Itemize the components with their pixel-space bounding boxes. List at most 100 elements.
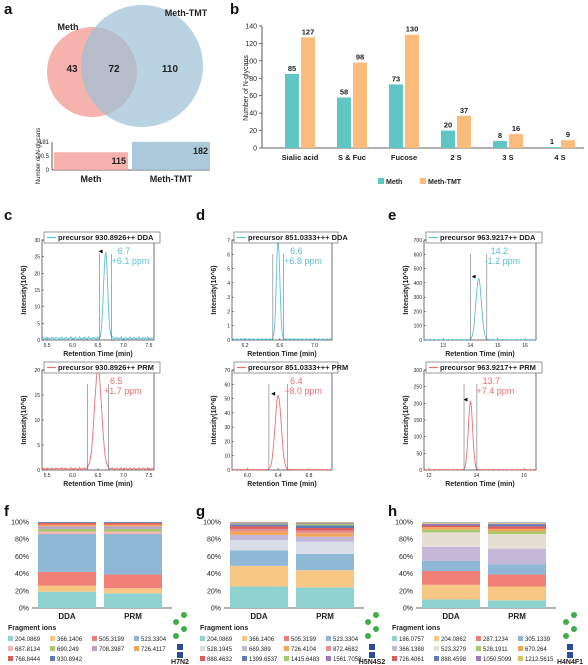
h-segment-528.1911 bbox=[488, 531, 546, 535]
f-segment-930.8942 bbox=[38, 522, 96, 523]
d-ylabel: Intensity(10^6) bbox=[210, 395, 218, 444]
g-legend-label: 872.4682 bbox=[333, 647, 359, 653]
d-dda-ytick-label: 1 bbox=[227, 324, 230, 330]
g-segment-1577.7018 bbox=[296, 522, 354, 523]
e-prm-ytick-label: 300 bbox=[414, 368, 423, 374]
b-bar-value-label: 73 bbox=[392, 74, 400, 83]
e-prm-legend-label: precursor 963.9217++ PRM bbox=[440, 363, 536, 372]
g-legend-title: Fragment ions bbox=[200, 625, 248, 632]
a-bar-ytick-label: 181 bbox=[39, 140, 50, 146]
d-dda-ytick-label: 7 bbox=[227, 238, 230, 244]
glcnac-square-icon bbox=[369, 644, 375, 650]
h-legend-swatch bbox=[518, 646, 523, 651]
b-bar-value-label: 37 bbox=[460, 106, 468, 115]
d-prm-legend-label: precursor 851.0333+++ PRM bbox=[248, 363, 348, 372]
b-legend-swatch bbox=[378, 178, 384, 184]
c-dda-legend-label: precursor 930.8926++ DDA bbox=[58, 233, 154, 242]
h-segment-726.4061 bbox=[488, 526, 546, 529]
h-ytick-label: 60% bbox=[399, 554, 413, 561]
e-xlabel: Retention Time (min) bbox=[445, 351, 514, 358]
f-segment-505.3199 bbox=[104, 574, 162, 589]
g-segment-872.4682 bbox=[230, 528, 288, 532]
g-segment-669.389 bbox=[296, 536, 354, 542]
h-legend-label: 305.1339 bbox=[525, 637, 551, 643]
h-legend-label: 204.0862 bbox=[441, 637, 467, 643]
b-ytick-label: 100 bbox=[245, 58, 257, 65]
c-xlabel: Retention Time (min) bbox=[63, 351, 132, 358]
h-segment-888.4598 bbox=[488, 524, 546, 527]
c-dda-apex-marker bbox=[98, 249, 103, 254]
c-prm-legend-label: precursor 930.8926++ PRM bbox=[58, 363, 154, 372]
b-bar-meth-tmt bbox=[405, 34, 419, 148]
b-category-label: 2 S bbox=[450, 153, 461, 162]
g-ytick-label: 40% bbox=[207, 571, 221, 578]
f-category-label: PRM bbox=[124, 612, 142, 621]
b-bar-meth-tmt bbox=[301, 37, 315, 149]
f-legend-label: 726.4117 bbox=[141, 647, 166, 653]
g-segment-872.4682 bbox=[296, 530, 354, 534]
mannose-circle-icon bbox=[173, 633, 179, 639]
g-segment-1561.7058 bbox=[230, 522, 288, 524]
d-dda-legend-box bbox=[233, 231, 339, 244]
d-prm-ytick-label: 10 bbox=[224, 454, 230, 460]
g-legend-swatch bbox=[284, 636, 289, 641]
g-ytick-label: 80% bbox=[207, 537, 221, 544]
g-legend-label: 505.3199 bbox=[291, 637, 317, 643]
f-glycan-icon bbox=[173, 612, 187, 658]
f-legend-label: 768.8444 bbox=[15, 657, 41, 663]
panel-letter-d: d bbox=[196, 207, 205, 224]
b-bar-meth-tmt bbox=[457, 115, 471, 148]
e-prm-ytick-label: 200 bbox=[414, 401, 423, 407]
c-prm-xtick-label: 7.5 bbox=[145, 473, 152, 479]
c-dda-rt-label: 6.7 bbox=[118, 246, 131, 256]
h-category-label: DDA bbox=[442, 612, 460, 621]
c-dda-ppm-label: +6.1 ppm bbox=[112, 256, 150, 266]
g-legend-swatch bbox=[284, 656, 289, 661]
h-legend-swatch bbox=[476, 646, 481, 651]
c-prm-ytick-label: 15 bbox=[34, 393, 40, 399]
g-legend-swatch bbox=[200, 646, 205, 651]
venn-circle-meth-tmt bbox=[81, 5, 203, 127]
f-segment-726.4117 bbox=[38, 524, 96, 527]
a-bar-ytick-label: 0 bbox=[46, 168, 50, 174]
b-bar-meth-tmt bbox=[353, 62, 367, 148]
e-ylabel: Intensity(10^6) bbox=[402, 265, 410, 314]
f-segment-708.3987 bbox=[38, 526, 96, 529]
b-category-label: Fucose bbox=[391, 153, 417, 162]
f-segment-204.0869 bbox=[38, 591, 96, 608]
d-ylabel: Intensity(10^6) bbox=[210, 265, 218, 314]
c-dda-xtick-label: 7.5 bbox=[145, 343, 152, 349]
c-dda-ytick-label: 0 bbox=[37, 338, 40, 344]
b-bar-value-label: 8 bbox=[498, 131, 502, 140]
h-legend-swatch bbox=[392, 656, 397, 661]
d-prm-ytick-label: 20 bbox=[224, 439, 230, 445]
g-segment-1415.6483 bbox=[296, 523, 354, 526]
e-dda-ytick-label: 0 bbox=[419, 338, 422, 344]
g-ytick-label: 0% bbox=[211, 606, 221, 613]
g-legend-swatch bbox=[242, 646, 247, 651]
h-legend-label: 287.1234 bbox=[483, 637, 509, 643]
h-legend-swatch bbox=[434, 646, 439, 651]
e-dda-ytick-label: 300 bbox=[414, 295, 423, 301]
f-legend-swatch bbox=[92, 646, 97, 651]
b-category-label: 3 S bbox=[502, 153, 513, 162]
h-ytick-label: 40% bbox=[399, 571, 413, 578]
e-prm-xtick-label: 14 bbox=[474, 473, 480, 479]
e-prm-xtick-label: 16 bbox=[521, 473, 527, 479]
mannose-circle-icon bbox=[563, 633, 569, 639]
h-legend-label: 366.1388 bbox=[399, 647, 425, 653]
glcnac-square-icon bbox=[177, 652, 183, 658]
e-dda-xtick-label: 13 bbox=[440, 343, 446, 349]
h-segment-888.4598 bbox=[422, 524, 480, 526]
h-segment-670.264 bbox=[488, 528, 546, 532]
e-ylabel: Intensity(10^6) bbox=[402, 395, 410, 444]
e-prm-xtick-label: 12 bbox=[426, 473, 432, 479]
c-prm-ytick-label: 10 bbox=[34, 418, 40, 424]
g-legend-swatch bbox=[326, 636, 331, 641]
e-prm-ytick-label: 50 bbox=[416, 451, 422, 457]
e-dda-legend-label: precursor 963.9217++ DDA bbox=[440, 233, 536, 242]
d-prm-trace bbox=[231, 395, 333, 471]
g-segment-366.1406 bbox=[296, 570, 354, 588]
f-legend-swatch bbox=[50, 646, 55, 651]
